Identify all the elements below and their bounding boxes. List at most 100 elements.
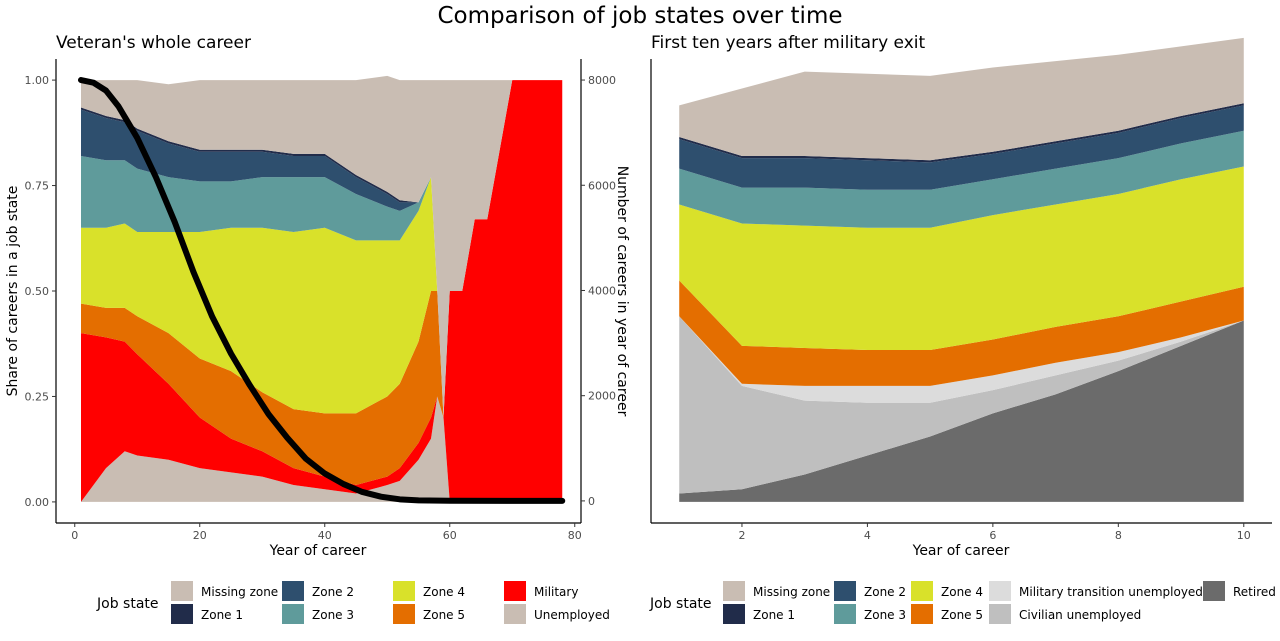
- left-career-count-line: [78, 77, 566, 504]
- right-legend-item-zone-5: Zone 5: [911, 604, 983, 624]
- left-x-axis-title: Year of career: [269, 543, 367, 559]
- right-legend-label: Retired: [1233, 585, 1276, 599]
- left-area-zone-2: [81, 80, 563, 418]
- left-legend-item-military: Military: [504, 581, 578, 601]
- left-legend-swatch: [282, 604, 304, 624]
- left-legend-label: Unemployed: [534, 608, 610, 622]
- right-x-tick-label: 6: [989, 529, 996, 542]
- right-area-zone-2: [679, 105, 1244, 190]
- left-y2-tick-label: 4000: [588, 284, 616, 297]
- right-legend-label: Zone 2: [864, 585, 906, 599]
- left-y2-tick-label: 6000: [588, 179, 616, 192]
- left-legend: Missing zone Zone 1 Zone 2 Zone 3 Zone 4 Zone…: [171, 581, 610, 624]
- right-legend-swatch: [1203, 581, 1225, 601]
- left-x-tick-label: 80: [568, 529, 582, 542]
- left-area-zone-5: [81, 80, 563, 486]
- right-axes: 2 4 6 8 10: [650, 59, 1272, 542]
- right-legend-item-zone-4: Zone 4: [911, 581, 983, 601]
- left-legend-title: Job state: [96, 596, 159, 612]
- right-area-zone-4: [679, 166, 1244, 351]
- right-legend-swatch: [723, 604, 745, 624]
- right-legend-swatch: [723, 581, 745, 601]
- left-y2-tick-label: 0: [588, 495, 595, 508]
- left-legend-swatch: [504, 604, 526, 624]
- left-y-tick-label: 0.00: [25, 496, 50, 509]
- right-legend-label: Zone 3: [864, 608, 906, 622]
- right-legend-swatch: [834, 604, 856, 624]
- right-legend-swatch: [834, 581, 856, 601]
- right-stacked-areas: [679, 37, 1244, 502]
- left-legend-label: Zone 4: [423, 585, 465, 599]
- right-x-tick-label: 4: [864, 529, 871, 542]
- right-legend-label: Missing zone: [753, 585, 830, 599]
- right-x-tick-label: 2: [738, 529, 745, 542]
- career-count-line: [78, 77, 566, 504]
- left-area-zone-4: [81, 80, 563, 418]
- left-y-axis-title: Share of careers in a job state: [5, 186, 21, 397]
- left-legend-label: Military: [534, 585, 578, 599]
- left-stacked-areas: [81, 75, 563, 502]
- left-legend-swatch: [504, 581, 526, 601]
- right-legend-item-military-transition-unemployed: Military transition unemployed: [989, 581, 1203, 601]
- left-legend-item-zone-1: Zone 1: [171, 604, 243, 624]
- left-area-missing-zone: [81, 75, 563, 418]
- left-legend-swatch: [171, 604, 193, 624]
- right-legend-item-missing-zone: Missing zone: [723, 581, 830, 601]
- left-legend-swatch: [171, 581, 193, 601]
- left-legend-label: Missing zone: [201, 585, 278, 599]
- right-legend-swatch: [989, 604, 1011, 624]
- right-legend-item-civilian-unemployed: Civilian unemployed: [989, 604, 1141, 624]
- right-legend-label: Military transition unemployed: [1019, 585, 1203, 599]
- main-title: Comparison of job states over time: [438, 3, 843, 29]
- left-panel-title: Veteran's whole career: [56, 33, 251, 53]
- right-legend-title: Job state: [649, 596, 712, 612]
- left-axes: 0 2000 4000 6000 8000 0 20 40 60 80 0.00 0.25 0.50 0.…: [25, 59, 616, 542]
- left-legend-label: Zone 2: [312, 585, 354, 599]
- left-legend-swatch: [393, 604, 415, 624]
- left-legend-swatch: [393, 581, 415, 601]
- right-legend-label: Zone 1: [753, 608, 795, 622]
- left-legend-item-zone-2: Zone 2: [282, 581, 354, 601]
- left-legend-swatch: [282, 581, 304, 601]
- right-legend-item-zone-3: Zone 3: [834, 604, 906, 624]
- right-area-missing-zone: [679, 37, 1244, 161]
- right-legend-item-zone-1: Zone 1: [723, 604, 795, 624]
- right-legend-label: Zone 4: [941, 585, 983, 599]
- right-area-civilian-unemployed: [679, 316, 1244, 494]
- left-legend-item-zone-3: Zone 3: [282, 604, 354, 624]
- right-legend-label: Zone 5: [941, 608, 983, 622]
- left-legend-item-unemployed: Unemployed: [504, 604, 610, 624]
- right-legend-swatch: [911, 581, 933, 601]
- left-x-tick-label: 20: [193, 529, 207, 542]
- right-x-tick-label: 8: [1115, 529, 1122, 542]
- right-x-tick-label: 10: [1237, 529, 1251, 542]
- left-y-tick-label: 0.25: [25, 390, 50, 403]
- left-x-tick-label: 0: [71, 529, 78, 542]
- left-legend-item-zone-4: Zone 4: [393, 581, 465, 601]
- right-legend-swatch: [989, 581, 1011, 601]
- right-x-axis-title: Year of career: [912, 543, 1010, 559]
- right-legend-label: Civilian unemployed: [1019, 608, 1141, 622]
- left-area-military: [81, 80, 563, 502]
- left-x-tick-label: 40: [318, 529, 332, 542]
- left-y-tick-label: 0.75: [25, 180, 50, 193]
- right-area-zone-3: [679, 130, 1244, 228]
- right-area-military-transition-unemployed: [679, 316, 1244, 403]
- left-y-tick-label: 1.00: [25, 74, 50, 87]
- left-x-tick-label: 60: [443, 529, 457, 542]
- left-legend-item-missing-zone: Missing zone: [171, 581, 278, 601]
- left-legend-item-zone-5: Zone 5: [393, 604, 465, 624]
- left-y2-tick-label: 8000: [588, 74, 616, 87]
- right-legend-swatch: [911, 604, 933, 624]
- right-legend-item-retired: Retired: [1203, 581, 1276, 601]
- right-panel-title: First ten years after military exit: [651, 33, 926, 53]
- left-y2-axis-title: Number of careers in year of career: [614, 166, 630, 417]
- left-legend-label: Zone 1: [201, 608, 243, 622]
- right-legend: Missing zone Zone 1 Zone 2 Zone 3 Zone 4 Zone…: [723, 581, 1276, 624]
- right-legend-item-zone-2: Zone 2: [834, 581, 906, 601]
- right-area-retired: [679, 320, 1244, 502]
- left-area-unemployed: [81, 396, 563, 502]
- right-area-zone-5: [679, 280, 1244, 386]
- left-legend-label: Zone 5: [423, 608, 465, 622]
